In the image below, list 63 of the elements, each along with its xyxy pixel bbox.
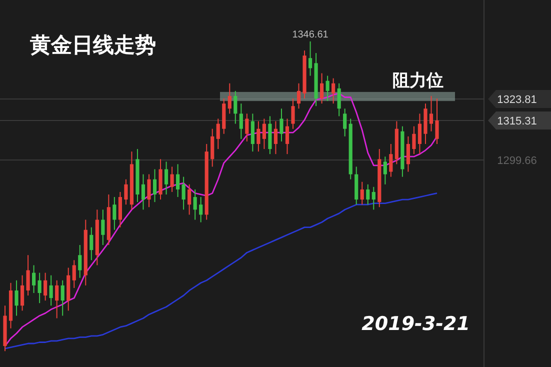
- annotation: 2019-3-21: [362, 313, 470, 335]
- candlestick: [101, 209, 105, 246]
- candlestick: [216, 118, 220, 150]
- candlestick: [239, 103, 243, 140]
- candlestick: [141, 174, 146, 210]
- candlestick: [112, 196, 116, 230]
- candlestick: [199, 196, 203, 223]
- y-tick-label: 1299.66: [497, 154, 537, 167]
- candlestick: [182, 176, 186, 210]
- candlestick: [320, 72, 324, 104]
- candlestick: [383, 156, 387, 185]
- candlestick: [296, 82, 301, 110]
- candlestick: [245, 113, 249, 142]
- candlestick: [308, 40, 312, 76]
- candlestick: [188, 184, 192, 216]
- candlestick: [14, 280, 18, 316]
- candlestick: [285, 118, 290, 155]
- candlestick: [49, 274, 53, 306]
- y-tick-label: 1323.81: [497, 94, 537, 106]
- candlestick: [280, 108, 284, 142]
- text: 黄金日线走势: [29, 32, 156, 57]
- candlestick: [406, 136, 410, 172]
- candlestick: [60, 280, 64, 316]
- candlestick: [26, 254, 30, 296]
- candlestick: [55, 280, 59, 319]
- band-label: 阻力位: [392, 70, 444, 91]
- candlestick: [170, 166, 174, 192]
- candlestick: [44, 272, 48, 302]
- candlestick: [372, 186, 376, 210]
- candlestick: [326, 75, 330, 102]
- candlestick: [360, 181, 364, 206]
- candlestick: [38, 272, 42, 304]
- candlestick: [193, 188, 197, 220]
- candlestick: [366, 184, 370, 206]
- candlestick: [32, 264, 36, 294]
- candlestick: [274, 120, 278, 155]
- candlestick: [429, 95, 434, 132]
- candlestick: [147, 174, 151, 208]
- candlestick: [256, 120, 260, 152]
- candlestick: [90, 226, 94, 261]
- candlestick: [78, 244, 82, 278]
- candlestick: [234, 90, 238, 124]
- candlestick: [389, 143, 393, 178]
- candlestick: [118, 191, 122, 228]
- candlestick: [210, 128, 214, 168]
- candlestick: [343, 108, 347, 137]
- candlestick: [124, 178, 128, 206]
- y-tick-label: 1315.31: [497, 115, 537, 128]
- candlestick: [164, 161, 168, 195]
- candlestick: [332, 78, 336, 104]
- candlestick: [250, 113, 254, 152]
- candlestick: [20, 274, 24, 312]
- candlestick: [337, 82, 341, 117]
- candlestick: [412, 126, 416, 155]
- candlestick: [418, 113, 422, 155]
- candlestick: [291, 98, 295, 130]
- candlestick: [72, 260, 76, 288]
- candlestick: [228, 82, 232, 114]
- candlestick: [435, 98, 439, 144]
- candlestick: [152, 168, 157, 203]
- annotation: 1346.61: [292, 29, 329, 40]
- candlestick: [176, 164, 180, 198]
- candlestick: [262, 118, 266, 150]
